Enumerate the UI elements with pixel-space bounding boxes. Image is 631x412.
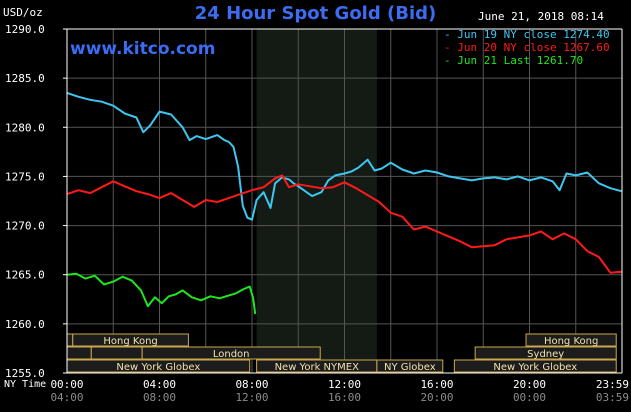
- x-tick-label: 16:00: [420, 378, 453, 391]
- series-line-1: [66, 174, 622, 274]
- x-tick-label: 20:00: [513, 378, 546, 391]
- market-box: [72, 333, 189, 347]
- chart-title: 24 Hour Spot Gold (Bid): [194, 3, 437, 24]
- x-tick-label: 00:00: [50, 378, 83, 391]
- market-label: Sydney: [527, 349, 564, 360]
- x-tick-label: 23:59: [596, 378, 629, 391]
- legend-item-jun20: - Jun 20 NY close 1267.60: [444, 41, 610, 54]
- axes: [63, 28, 623, 374]
- ny-time-label: NY Time: [4, 379, 47, 390]
- legend-bullet: -: [444, 41, 451, 54]
- y-tick-labels: 1290.0 1285.0 1280.0 1275.0 1270.0 1265.0 1260…: [5, 23, 45, 380]
- x-tick-labels: 00:0004:0004:0008:0008:0012:0012:0016:00…: [50, 378, 629, 404]
- series-line-0: [66, 91, 622, 221]
- nymex-session-shade: [256, 29, 377, 373]
- market-box-blank: [90, 346, 143, 360]
- market-sessions: Hong Kong London New York Globex New York N…: [66, 333, 617, 373]
- legend-label-jun19: Jun 19 NY close 1274.40: [457, 28, 610, 41]
- market-box-blank: [66, 346, 92, 360]
- x-tick-label-secondary: 03:59: [596, 391, 629, 404]
- market-box: [141, 346, 321, 360]
- market-box: [525, 333, 617, 347]
- y-axis-unit-label: USD/oz: [3, 6, 43, 19]
- legend-item-jun21: - Jun 21 Last 1261.70: [444, 54, 583, 67]
- y-tick-label: 1255.0: [5, 367, 45, 380]
- x-tick-label-secondary: 00:00: [513, 391, 546, 404]
- x-tick-label: 04:00: [143, 378, 176, 391]
- legend-bullet: -: [444, 54, 451, 67]
- session-shade: [256, 29, 377, 373]
- market-box: [376, 359, 444, 373]
- y-tick-label: 1280.0: [5, 121, 45, 134]
- market-label: Hong Kong: [103, 336, 157, 347]
- y-tick-label: 1285.0: [5, 72, 45, 85]
- market-label: New York Globex: [116, 362, 200, 373]
- series-lines: [66, 91, 622, 315]
- x-tick-label-secondary: 04:00: [50, 391, 83, 404]
- market-box-blank: [66, 333, 74, 347]
- y-tick-label: 1290.0: [5, 23, 45, 36]
- y-tick-label: 1265.0: [5, 269, 45, 282]
- market-label: Hong Kong: [544, 336, 598, 347]
- y-tick-label: 1270.0: [5, 220, 45, 233]
- market-label: New York NYMEX: [275, 362, 360, 373]
- x-tick-label: 12:00: [328, 378, 361, 391]
- x-tick-label-secondary: 16:00: [328, 391, 361, 404]
- market-box: [453, 359, 617, 373]
- x-tick-label-secondary: 08:00: [143, 391, 176, 404]
- market-label: NY Globex: [384, 362, 436, 373]
- brand-link[interactable]: www.kitco.com: [70, 39, 216, 59]
- market-label: London: [213, 349, 250, 360]
- x-tick-label-secondary: 20:00: [420, 391, 453, 404]
- legend-label-jun20: Jun 20 NY close 1267.60: [457, 41, 610, 54]
- market-label: New York Globex: [493, 362, 577, 373]
- market-box: [474, 346, 617, 360]
- series-line-2: [66, 272, 257, 315]
- legend-label-jun21: Jun 21 Last 1261.70: [457, 54, 584, 67]
- legend-bullet: -: [444, 28, 451, 41]
- y-tick-label: 1275.0: [5, 170, 45, 183]
- legend-item-jun19: - Jun 19 NY close 1274.40: [444, 28, 610, 41]
- y-tick-label: 1260.0: [5, 318, 45, 331]
- x-tick-label: 08:00: [235, 378, 268, 391]
- x-tick-label-secondary: 12:00: [235, 391, 268, 404]
- chart-date: June 21, 2018 08:14: [478, 10, 604, 23]
